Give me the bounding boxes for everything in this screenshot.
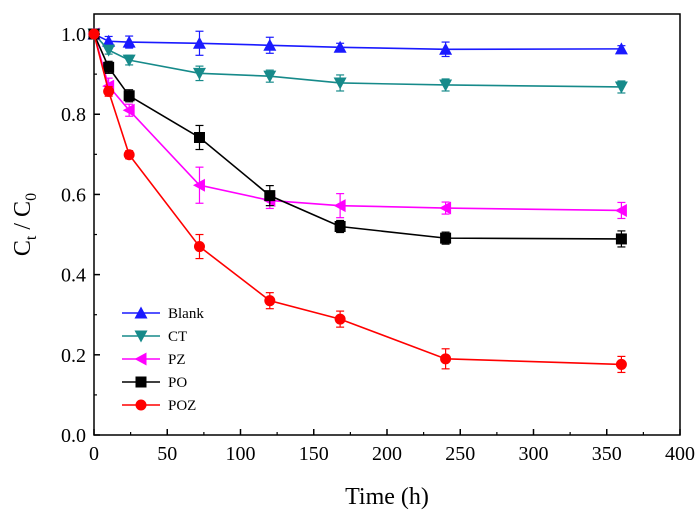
x-tick-label: 50 bbox=[157, 443, 177, 465]
x-axis-title: Time (h) bbox=[345, 484, 429, 510]
data-point-poz bbox=[440, 353, 452, 365]
data-point-ct bbox=[614, 81, 628, 94]
legend-label-blank: Blank bbox=[168, 306, 204, 322]
data-point-blank bbox=[122, 35, 136, 48]
data-point-poz bbox=[103, 85, 115, 97]
x-tick-label: 150 bbox=[299, 443, 329, 465]
legend-label-ct: CT bbox=[168, 329, 187, 345]
y-axis-title-main: C bbox=[10, 240, 36, 256]
legend-marker-poz bbox=[135, 399, 147, 411]
data-point-po bbox=[440, 232, 452, 244]
data-point-poz bbox=[193, 241, 205, 253]
data-point-ct bbox=[122, 54, 136, 67]
y-tick-label: 0.4 bbox=[61, 265, 86, 287]
data-point-ct bbox=[192, 67, 206, 80]
data-point-pz bbox=[122, 103, 135, 117]
data-point-blank bbox=[263, 38, 277, 51]
legend-label-po: PO bbox=[168, 375, 187, 391]
series-line-poz bbox=[93, 33, 622, 366]
y-tick-label: 0.2 bbox=[61, 345, 86, 367]
series-poz bbox=[88, 28, 627, 374]
series-line-po bbox=[93, 33, 622, 240]
legend-label-poz: POZ bbox=[168, 398, 196, 414]
data-point-blank bbox=[614, 42, 628, 55]
data-point-poz bbox=[88, 28, 100, 40]
y-axis-title-sep: / C bbox=[10, 201, 36, 236]
data-point-poz bbox=[615, 358, 627, 370]
data-point-ct bbox=[263, 70, 277, 83]
y-tick-label: 0.0 bbox=[61, 425, 86, 447]
data-point-po bbox=[103, 61, 115, 73]
x-tick-label: 350 bbox=[592, 443, 622, 465]
data-point-ct bbox=[333, 77, 347, 90]
x-tick-label: 100 bbox=[226, 443, 256, 465]
series-po bbox=[88, 28, 627, 248]
data-point-blank bbox=[439, 42, 453, 55]
data-point-po bbox=[193, 131, 205, 143]
legend-marker-blank bbox=[134, 306, 148, 319]
x-tick-label: 250 bbox=[445, 443, 475, 465]
x-tick-label: 400 bbox=[665, 443, 695, 465]
data-point-ct bbox=[102, 44, 116, 57]
data-point-blank bbox=[333, 40, 347, 53]
y-tick-label: 1.0 bbox=[61, 24, 86, 46]
axes: 0 50 100 150 200 250 300 350 400 0.0 0.2 0.4 0.6 0.8 1… bbox=[61, 13, 695, 465]
legend: Blank CT PZ PO POZ bbox=[122, 306, 204, 414]
series-line-blank bbox=[93, 33, 622, 51]
series-layer bbox=[87, 27, 628, 374]
data-point-pz bbox=[614, 203, 627, 217]
x-tick-label: 200 bbox=[372, 443, 402, 465]
series-ct bbox=[87, 28, 628, 94]
legend-marker-pz bbox=[134, 352, 147, 366]
series-pz bbox=[87, 27, 627, 220]
data-point-poz bbox=[334, 313, 346, 325]
y-axis-title-sub1: t bbox=[23, 235, 40, 240]
data-point-poz bbox=[264, 295, 276, 307]
data-point-po bbox=[334, 221, 346, 233]
series-blank bbox=[87, 27, 628, 58]
series-line-ct bbox=[93, 33, 622, 88]
data-point-poz bbox=[123, 149, 135, 161]
y-tick-label: 0.6 bbox=[61, 184, 86, 206]
data-point-blank bbox=[192, 36, 206, 49]
data-point-po bbox=[123, 90, 135, 102]
data-point-po bbox=[615, 233, 627, 245]
x-tick-label: 0 bbox=[89, 443, 99, 465]
legend-marker-po bbox=[135, 376, 147, 388]
data-point-pz bbox=[192, 178, 205, 192]
data-point-ct bbox=[439, 79, 453, 92]
y-axis-title-sub2: 0 bbox=[23, 193, 40, 201]
data-point-blank bbox=[102, 34, 116, 47]
data-point-pz bbox=[439, 201, 452, 215]
legend-marker-ct bbox=[134, 330, 148, 343]
data-point-pz bbox=[333, 199, 346, 213]
legend-label-pz: PZ bbox=[168, 352, 186, 368]
y-axis-title: Ct / C0 bbox=[10, 193, 40, 256]
y-tick-label: 0.8 bbox=[61, 104, 86, 126]
data-point-po bbox=[264, 190, 276, 202]
x-tick-label: 300 bbox=[519, 443, 549, 465]
